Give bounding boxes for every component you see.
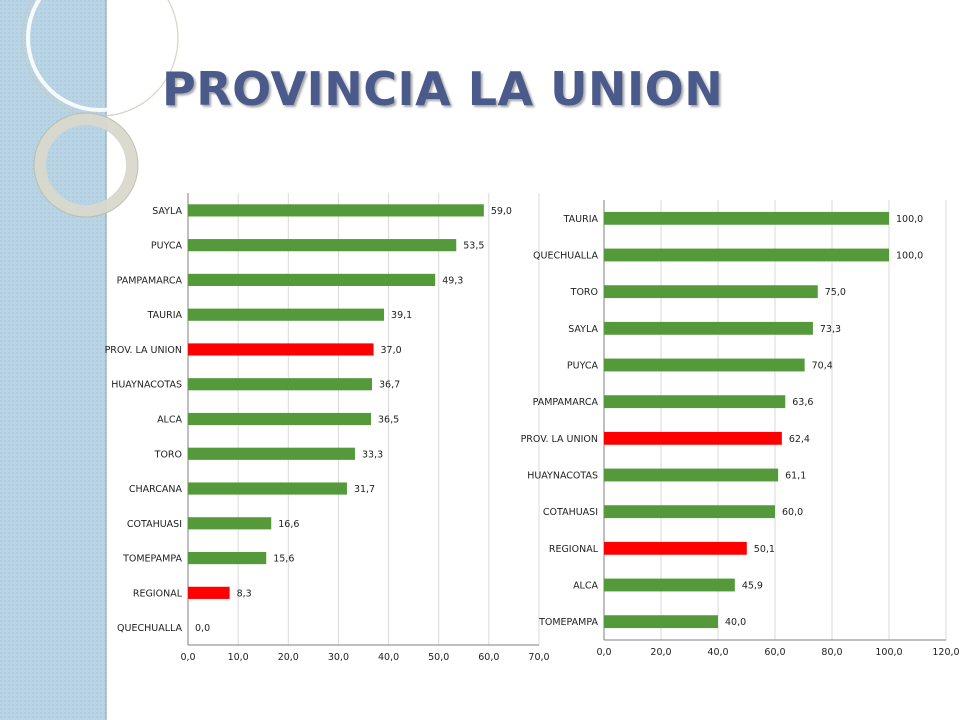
chart1-bar xyxy=(604,395,786,409)
chart0-tick-label: 0,0 xyxy=(180,652,195,663)
chart0-category-label: HUAYNACOTAS xyxy=(111,380,182,391)
chart0-value-label: 8,3 xyxy=(237,588,252,599)
chart0-value-label: 53,5 xyxy=(463,241,484,252)
chart1-bar xyxy=(604,321,813,335)
chart1-tick-label: 0,0 xyxy=(596,647,611,658)
chart0-category-label: TOMEPAMPA xyxy=(122,554,182,565)
chart0-tick-label: 50,0 xyxy=(428,652,449,663)
decorative-ring-small-edge xyxy=(33,112,139,218)
chart0-bar xyxy=(188,586,230,599)
chart1-category-label: TOMEPAMPA xyxy=(538,617,598,628)
chart1-value-label: 70,4 xyxy=(812,361,833,372)
chart1-bar xyxy=(604,431,782,445)
chart0-value-label: 37,0 xyxy=(381,345,402,356)
chart1-category-label: PUYCA xyxy=(567,361,599,372)
chart0-category-label: ALCA xyxy=(157,415,182,426)
chart1-category-label: TORO xyxy=(570,287,598,298)
chart1-value-label: 61,1 xyxy=(785,471,806,482)
chart0-bar xyxy=(188,447,355,460)
chart0-tick-label: 40,0 xyxy=(378,652,399,663)
page-title: PROVINCIA LA UNION xyxy=(162,62,724,116)
chart1-bar xyxy=(604,578,735,592)
chart0-bar xyxy=(188,204,484,217)
chart0-tick-label: 10,0 xyxy=(228,652,249,663)
chart1-bar xyxy=(604,541,747,555)
chart0-tick-label: 70,0 xyxy=(528,652,549,663)
chart0-category-label: CHARCANA xyxy=(129,484,183,495)
chart1-bar xyxy=(604,285,818,299)
chart0-bar xyxy=(188,482,347,495)
chart0-category-label: PROV. LA UNION xyxy=(105,345,182,356)
chart0-category-label: REGIONAL xyxy=(133,588,183,599)
chart0-value-label: 49,3 xyxy=(442,275,463,286)
chart1-category-label: SAYLA xyxy=(568,324,598,335)
chart1-bar xyxy=(604,248,889,262)
chart1-value-label: 60,0 xyxy=(782,507,803,518)
chart1-value-label: 100,0 xyxy=(896,251,923,262)
chart0-bar xyxy=(188,308,385,321)
chart1-value-label: 50,1 xyxy=(754,544,775,555)
chart0-tick-label: 20,0 xyxy=(278,652,299,663)
chart0-value-label: 36,5 xyxy=(378,415,399,426)
chart1-value-label: 100,0 xyxy=(896,214,923,225)
chart0-value-label: 36,7 xyxy=(379,380,400,391)
chart0-category-label: PUYCA xyxy=(151,241,183,252)
chart0-bar xyxy=(188,239,457,252)
chart1-value-label: 73,3 xyxy=(820,324,841,335)
chart1-bar xyxy=(604,211,889,225)
chart1-value-label: 40,0 xyxy=(725,617,746,628)
chart0-value-label: 31,7 xyxy=(354,484,375,495)
chart1-tick-label: 60,0 xyxy=(764,647,785,658)
chart0-bar xyxy=(188,273,436,287)
chart0-value-label: 33,3 xyxy=(362,449,383,460)
chart0-tick-label: 60,0 xyxy=(478,652,499,663)
chart1-value-label: 75,0 xyxy=(825,287,846,298)
chart1-tick-label: 40,0 xyxy=(707,647,728,658)
chart0-bar xyxy=(188,412,372,426)
chart1-category-label: HUAYNACOTAS xyxy=(527,471,598,482)
chart1-bar xyxy=(604,468,779,482)
chart0-category-label: TAURIA xyxy=(147,310,183,321)
chart1-category-label: PROV. LA UNION xyxy=(521,434,598,445)
chart1-bar xyxy=(604,358,805,372)
chart0-bar xyxy=(188,343,374,356)
chart1-tick-label: 100,0 xyxy=(875,647,902,658)
chart1-value-label: 45,9 xyxy=(742,581,763,592)
chart0-tick-label: 30,0 xyxy=(328,652,349,663)
chart0-value-label: 15,6 xyxy=(273,554,294,565)
chart0-value-label: 0,0 xyxy=(195,623,210,634)
chart0-bar xyxy=(188,517,272,530)
chart0-category-label: SAYLA xyxy=(152,206,182,217)
chart1-category-label: ALCA xyxy=(573,581,598,592)
chart0-value-label: 59,0 xyxy=(491,206,512,217)
chart0-bar xyxy=(188,378,373,391)
chart0-value-label: 39,1 xyxy=(391,310,412,321)
chart1-value-label: 62,4 xyxy=(789,434,810,445)
chart1-value-label: 63,6 xyxy=(792,397,813,408)
chart1-category-label: COTAHUASI xyxy=(543,507,598,518)
chart0-category-label: PAMPAMARCA xyxy=(117,275,183,286)
chart0-category-label: TORO xyxy=(154,449,182,460)
chart1-tick-label: 80,0 xyxy=(821,647,842,658)
chart0-category-label: COTAHUASI xyxy=(127,519,182,530)
decorative-ring-large xyxy=(26,0,174,112)
decorative-ring-small xyxy=(34,113,138,217)
chart1-category-label: REGIONAL xyxy=(549,544,599,555)
chart1-tick-label: 20,0 xyxy=(650,647,671,658)
chart1-category-label: TAURIA xyxy=(563,214,599,225)
chart1-tick-label: 120,0 xyxy=(932,647,959,658)
chart1-category-label: PAMPAMARCA xyxy=(533,397,599,408)
chart1-category-label: QUECHUALLA xyxy=(533,251,598,262)
chart0-category-label: QUECHUALLA xyxy=(117,623,182,634)
chart1-bar xyxy=(604,505,775,519)
chart0-value-label: 16,6 xyxy=(278,519,299,530)
chart0-bar xyxy=(188,551,267,565)
chart1-bar xyxy=(604,615,718,629)
